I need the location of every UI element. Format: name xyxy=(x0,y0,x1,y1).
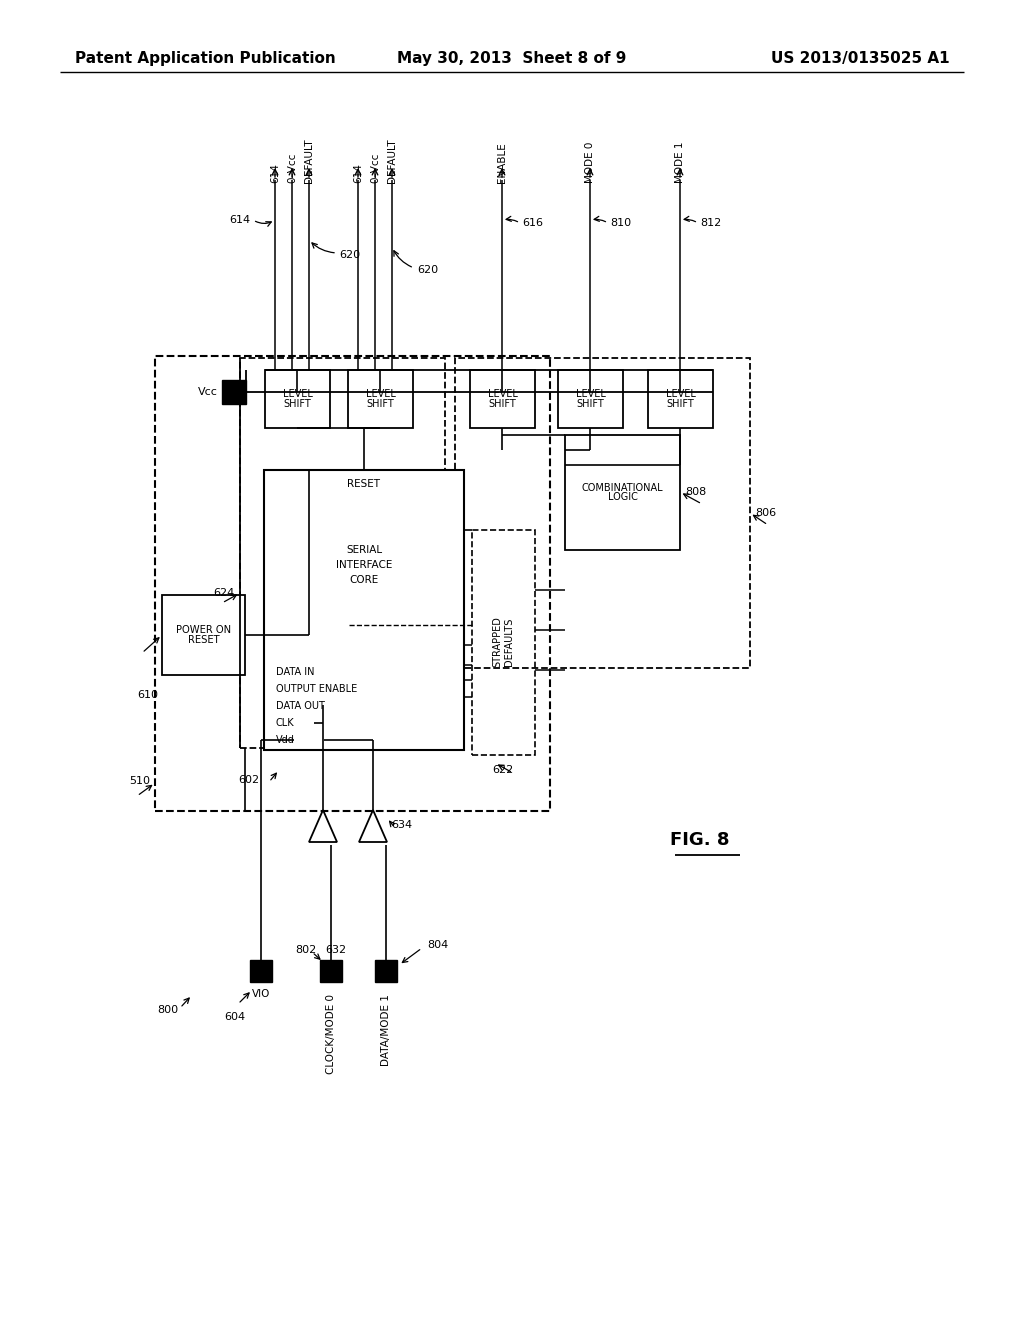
Text: VIO: VIO xyxy=(252,989,270,999)
Text: DATA IN: DATA IN xyxy=(276,667,314,677)
Text: 634: 634 xyxy=(391,820,412,830)
Text: LEVEL: LEVEL xyxy=(666,389,695,399)
Text: 614: 614 xyxy=(353,164,362,183)
Text: FIG. 8: FIG. 8 xyxy=(671,832,730,849)
Text: 0–Vcc: 0–Vcc xyxy=(287,153,297,183)
Text: SHIFT: SHIFT xyxy=(284,399,311,409)
Text: 614: 614 xyxy=(270,164,280,183)
Bar xyxy=(472,531,535,755)
Text: SHIFT: SHIFT xyxy=(577,399,604,409)
Text: 806: 806 xyxy=(755,508,776,517)
Text: Patent Application Publication: Patent Application Publication xyxy=(75,50,336,66)
Text: 800: 800 xyxy=(157,1005,178,1015)
Text: RESET: RESET xyxy=(187,635,219,645)
Text: 802: 802 xyxy=(296,945,317,954)
Bar xyxy=(470,370,535,428)
Text: 610: 610 xyxy=(137,690,158,700)
Text: DATA OUT: DATA OUT xyxy=(276,701,325,711)
Text: 632: 632 xyxy=(325,945,346,954)
Text: May 30, 2013  Sheet 8 of 9: May 30, 2013 Sheet 8 of 9 xyxy=(397,50,627,66)
Text: LEVEL: LEVEL xyxy=(283,389,312,399)
Text: DEFAULT: DEFAULT xyxy=(304,139,314,183)
Text: 620: 620 xyxy=(339,249,360,260)
Text: 808: 808 xyxy=(685,487,707,498)
Bar xyxy=(155,356,550,810)
Bar xyxy=(348,370,413,428)
Text: 622: 622 xyxy=(493,766,514,775)
Text: INTERFACE: INTERFACE xyxy=(336,560,392,570)
Text: 602: 602 xyxy=(238,775,259,785)
Bar xyxy=(455,358,750,668)
Bar xyxy=(648,370,713,428)
Text: SHIFT: SHIFT xyxy=(367,399,394,409)
Text: DEFAULT: DEFAULT xyxy=(387,139,397,183)
Text: POWER ON: POWER ON xyxy=(176,626,231,635)
Text: 624: 624 xyxy=(214,587,234,598)
Text: Vcc: Vcc xyxy=(198,387,218,397)
Text: CLK: CLK xyxy=(276,718,295,729)
Bar xyxy=(375,960,397,982)
Text: MODE 1: MODE 1 xyxy=(675,141,685,183)
Text: ENABLE: ENABLE xyxy=(497,143,507,183)
Text: MODE 0: MODE 0 xyxy=(585,141,595,183)
Text: LEVEL: LEVEL xyxy=(366,389,395,399)
Text: 620: 620 xyxy=(417,265,438,275)
Text: 810: 810 xyxy=(610,218,631,228)
Text: CLOCK/MODE 0: CLOCK/MODE 0 xyxy=(326,994,336,1074)
Text: 510: 510 xyxy=(129,776,150,785)
Text: SHIFT: SHIFT xyxy=(667,399,694,409)
Text: 812: 812 xyxy=(700,218,721,228)
Bar xyxy=(240,358,445,748)
Text: 614: 614 xyxy=(229,215,250,224)
Text: SERIAL: SERIAL xyxy=(346,545,382,554)
Bar xyxy=(222,380,246,404)
Text: 604: 604 xyxy=(224,1012,245,1022)
Text: COMBINATIONAL: COMBINATIONAL xyxy=(582,483,664,492)
Text: 616: 616 xyxy=(522,218,543,228)
Bar xyxy=(265,370,330,428)
Text: SHIFT: SHIFT xyxy=(488,399,516,409)
Text: RESET: RESET xyxy=(347,479,381,488)
Bar xyxy=(162,595,245,675)
Bar xyxy=(319,960,342,982)
Text: LEVEL: LEVEL xyxy=(487,389,517,399)
Text: 0–Vcc: 0–Vcc xyxy=(370,153,380,183)
Text: Vdd: Vdd xyxy=(276,735,295,744)
Bar xyxy=(264,470,464,750)
Bar xyxy=(565,436,680,550)
Bar xyxy=(250,960,272,982)
Text: 804: 804 xyxy=(427,940,449,950)
Text: CORE: CORE xyxy=(349,576,379,585)
Text: STRAPPED
DEFAULTS: STRAPPED DEFAULTS xyxy=(493,616,514,668)
Text: DATA/MODE 1: DATA/MODE 1 xyxy=(381,994,391,1065)
Text: LOGIC: LOGIC xyxy=(607,492,637,502)
Text: OUTPUT ENABLE: OUTPUT ENABLE xyxy=(276,684,357,694)
Text: LEVEL: LEVEL xyxy=(575,389,605,399)
Text: US 2013/0135025 A1: US 2013/0135025 A1 xyxy=(771,50,950,66)
Bar xyxy=(558,370,623,428)
